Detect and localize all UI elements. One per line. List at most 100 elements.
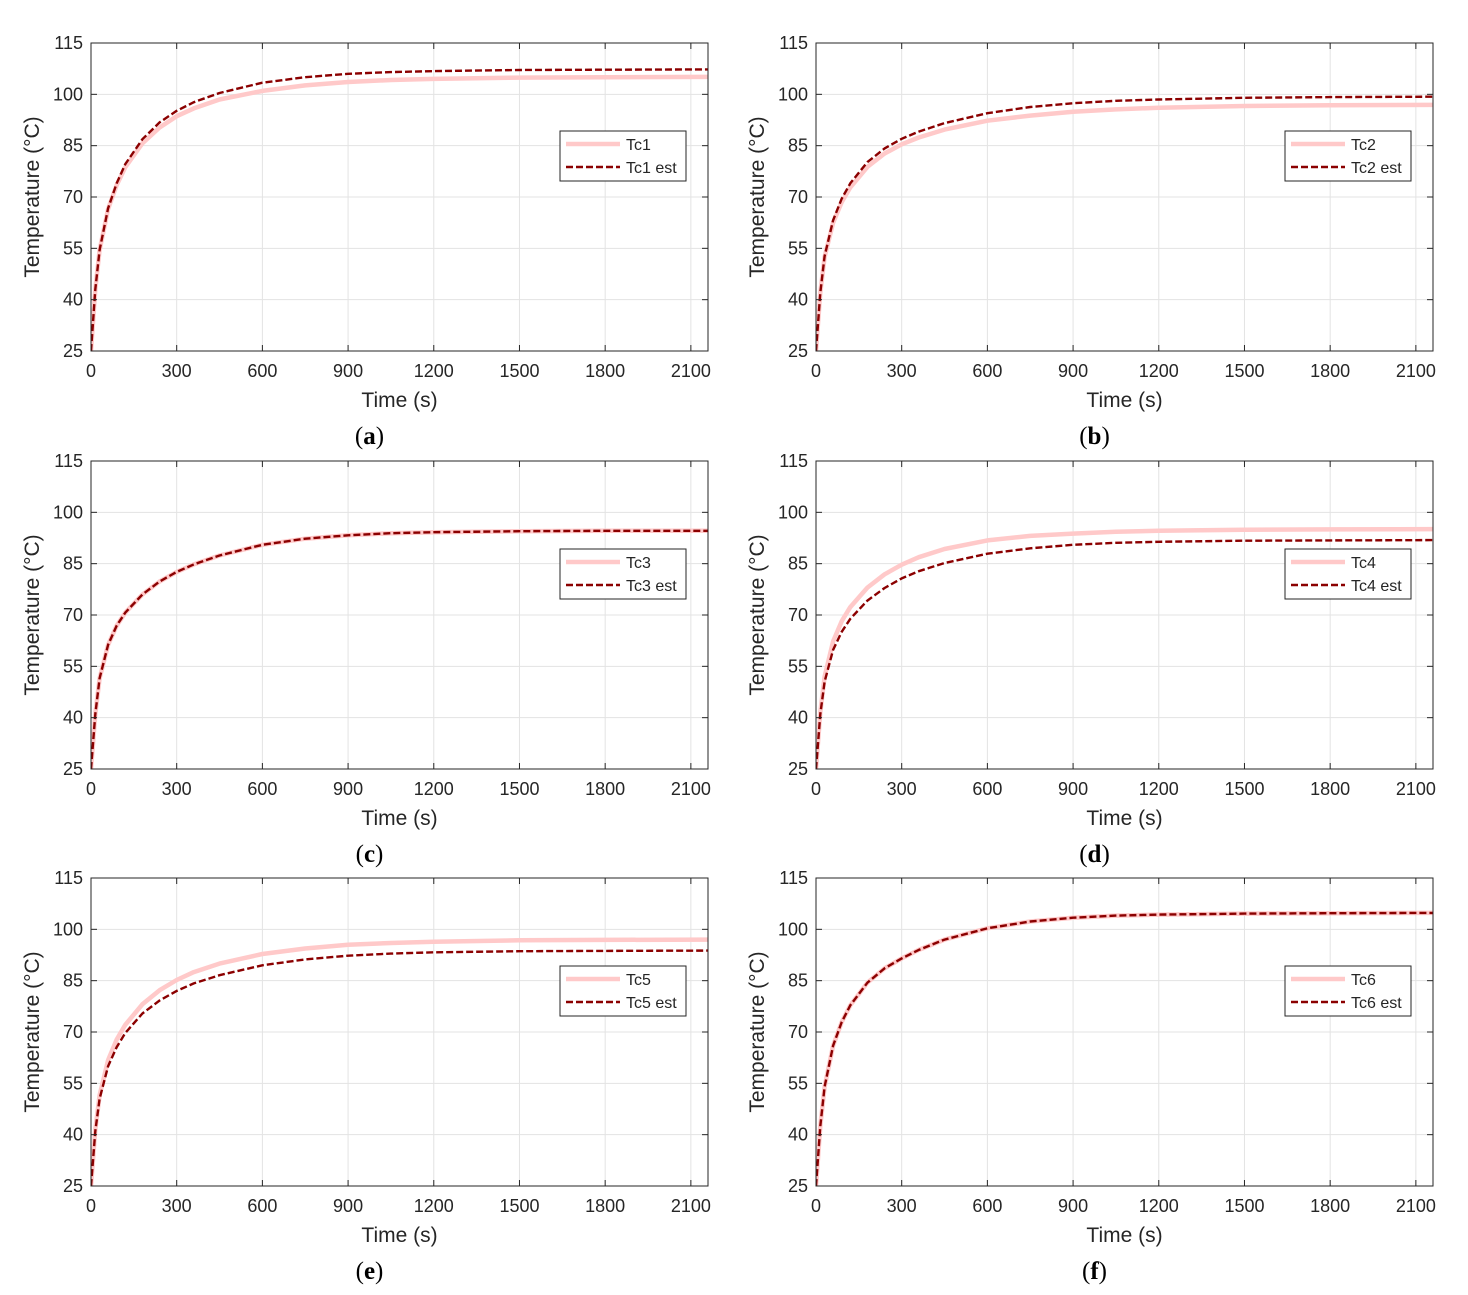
y-tick-label: 100 — [778, 84, 808, 104]
panel-label: (c) — [356, 841, 384, 868]
y-tick-label: 40 — [788, 708, 808, 728]
legend-box — [559, 548, 687, 600]
y-tick-label: 115 — [779, 868, 808, 888]
legend-entry: Tc2 est — [1351, 160, 1402, 177]
legend: Tc2 Tc2 est — [1284, 130, 1412, 182]
series-line-tc5-est — [91, 949, 708, 1187]
y-axis-label: Temperature (°C) — [21, 116, 44, 277]
x-tick-label: 2100 — [671, 779, 711, 799]
y-tick-label: 100 — [53, 502, 83, 522]
x-tick-label: 600 — [972, 779, 1002, 799]
y-tick-label: 25 — [788, 759, 808, 779]
x-tick-label: 1200 — [1139, 361, 1179, 381]
legend-entry: Tc5 est — [626, 995, 677, 1012]
x-tick-label: 2100 — [671, 1196, 711, 1216]
x-tick-label: 1800 — [1310, 779, 1350, 799]
legend-box — [559, 965, 687, 1017]
series-line-tc3-est — [91, 529, 708, 770]
legend-entry: Tc6 est — [1351, 995, 1402, 1012]
x-axis-label: Time (s) — [361, 1224, 437, 1247]
x-tick-label: 1200 — [414, 779, 454, 799]
y-tick-label: 40 — [788, 290, 808, 310]
x-tick-label: 1500 — [499, 779, 539, 799]
legend-box — [559, 130, 687, 182]
x-tick-label: 1200 — [1139, 1196, 1179, 1216]
x-tick-label: 2100 — [671, 361, 711, 381]
x-tick-label: 1800 — [585, 1196, 625, 1216]
x-tick-label: 600 — [972, 361, 1002, 381]
y-tick-label: 40 — [63, 708, 83, 728]
y-tick-label: 85 — [63, 971, 83, 991]
chart-panel-c: 0 300 600 900 1200 1500 1800 2100 25 40 55 70 85 100 1… — [21, 451, 711, 868]
legend-entry: Tc6 — [1351, 972, 1376, 989]
y-tick-label: 55 — [63, 1073, 83, 1093]
x-tick-label: 1500 — [1224, 361, 1264, 381]
x-tick-label: 900 — [333, 1196, 363, 1216]
panel-label: (a) — [355, 423, 384, 450]
y-tick-label: 115 — [54, 33, 83, 53]
series-line-tc2 — [816, 102, 1433, 352]
y-tick-label: 55 — [788, 1073, 808, 1093]
x-tick-label: 1500 — [1224, 779, 1264, 799]
y-tick-label: 70 — [63, 187, 83, 207]
legend-box — [1284, 965, 1412, 1017]
series-line-tc4-est — [816, 538, 1433, 770]
x-tick-label: 0 — [811, 1196, 821, 1216]
y-tick-label: 70 — [788, 187, 808, 207]
legend-box — [1284, 130, 1412, 182]
y-tick-label: 85 — [63, 554, 83, 574]
y-axis-label: Temperature (°C) — [746, 951, 769, 1112]
legend: Tc4 Tc4 est — [1284, 548, 1412, 600]
x-axis-label: Time (s) — [1086, 807, 1162, 830]
y-tick-label: 115 — [54, 868, 83, 888]
x-tick-label: 1500 — [499, 361, 539, 381]
x-tick-label: 2100 — [1396, 361, 1436, 381]
y-tick-label: 115 — [779, 33, 808, 53]
y-tick-label: 40 — [63, 290, 83, 310]
y-tick-label: 70 — [63, 1022, 83, 1042]
x-tick-label: 900 — [1058, 779, 1088, 799]
x-tick-label: 300 — [162, 361, 192, 381]
panel-label: (b) — [1079, 423, 1110, 450]
legend-entry: Tc3 est — [626, 578, 677, 595]
x-tick-label: 300 — [887, 779, 917, 799]
panel-label: (d) — [1079, 841, 1110, 868]
legend: Tc5 Tc5 est — [559, 965, 687, 1017]
legend: Tc6 Tc6 est — [1284, 965, 1412, 1017]
legend-entry: Tc5 — [626, 972, 651, 989]
chart-panel-b: 0 300 600 900 1200 1500 1800 2100 25 40 55 70 85 100 1… — [746, 33, 1436, 450]
x-tick-label: 600 — [972, 1196, 1002, 1216]
x-tick-label: 900 — [333, 361, 363, 381]
legend-entry: Tc1 — [626, 137, 651, 154]
y-tick-label: 55 — [788, 656, 808, 676]
y-tick-label: 100 — [53, 919, 83, 939]
legend-entry: Tc4 est — [1351, 578, 1402, 595]
x-tick-label: 600 — [247, 779, 277, 799]
x-tick-label: 0 — [86, 361, 96, 381]
chart-panel-e: 0 300 600 900 1200 1500 1800 2100 25 40 55 70 85 100 1… — [21, 868, 711, 1285]
y-tick-label: 55 — [63, 656, 83, 676]
y-tick-label: 85 — [788, 554, 808, 574]
x-tick-label: 0 — [86, 1196, 96, 1216]
x-axis-label: Time (s) — [361, 807, 437, 830]
y-tick-label: 115 — [54, 451, 83, 471]
legend-entry: Tc3 — [626, 555, 651, 572]
x-tick-label: 1800 — [585, 361, 625, 381]
series-line-tc6-est — [816, 911, 1433, 1187]
x-tick-label: 1200 — [414, 1196, 454, 1216]
y-tick-label: 100 — [778, 502, 808, 522]
x-tick-label: 1800 — [1310, 361, 1350, 381]
x-tick-label: 600 — [247, 361, 277, 381]
chart-panel-a: 0 300 600 900 1200 1500 1800 2100 25 40 55 70 85 100 1… — [21, 33, 711, 450]
y-tick-label: 70 — [788, 605, 808, 625]
legend-entry: Tc1 est — [626, 160, 677, 177]
legend-box — [1284, 548, 1412, 600]
x-tick-label: 1800 — [1310, 1196, 1350, 1216]
x-tick-label: 1500 — [499, 1196, 539, 1216]
y-tick-label: 40 — [788, 1125, 808, 1145]
legend-entry: Tc4 — [1351, 555, 1376, 572]
y-tick-label: 40 — [63, 1125, 83, 1145]
y-tick-label: 25 — [63, 759, 83, 779]
x-axis-label: Time (s) — [1086, 1224, 1162, 1247]
x-tick-label: 0 — [811, 779, 821, 799]
